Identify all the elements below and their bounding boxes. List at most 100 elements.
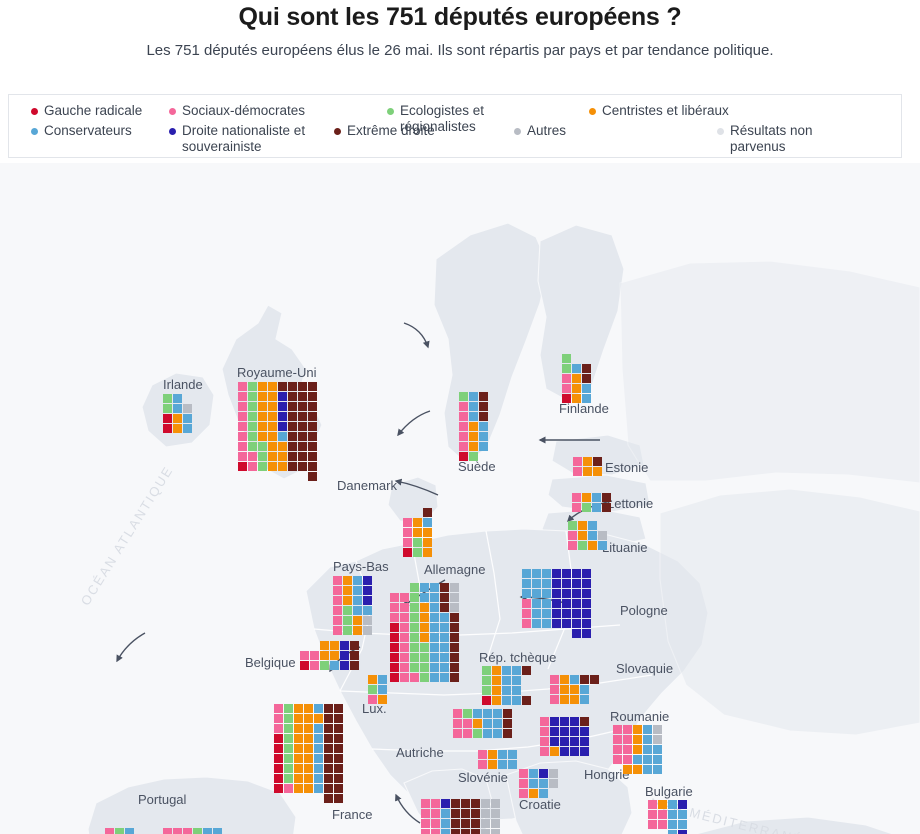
seat-sociaux-democrates xyxy=(550,695,559,704)
seat-droite-nationaliste xyxy=(582,609,591,618)
seat-sociaux-democrates xyxy=(522,599,531,608)
seat-sociaux-democrates xyxy=(623,745,632,754)
legend-item[interactable]: Ecologistes et régionalistes xyxy=(387,103,497,135)
seat-centristes xyxy=(278,452,287,461)
seat-sociaux-democrates xyxy=(390,613,399,622)
seat-conservateurs xyxy=(430,643,439,652)
seat-ecologistes xyxy=(463,709,472,718)
seat-conservateurs xyxy=(498,750,507,759)
header: Qui sont les 751 députés européens ? Les… xyxy=(0,0,920,62)
seat-sociaux-democrates xyxy=(183,828,192,834)
seat-sociaux-democrates xyxy=(459,432,468,441)
seat-extreme-droite xyxy=(298,442,307,451)
seat-conservateurs xyxy=(529,769,538,778)
seat-sociaux-democrates xyxy=(421,809,430,818)
seat-extreme-droite xyxy=(308,392,317,401)
country-label-estonie: Estonie xyxy=(605,460,649,475)
legend-item[interactable]: Conservateurs xyxy=(31,123,171,139)
seat-autres xyxy=(450,583,459,592)
legend-color-dot-icon xyxy=(717,128,724,135)
seat-droite-nationaliste xyxy=(539,769,548,778)
seat-ecologistes xyxy=(115,828,124,834)
seat-extreme-droite xyxy=(440,593,449,602)
seat-sociaux-democrates xyxy=(421,829,430,834)
seat-conservateurs xyxy=(582,384,591,393)
legend-item[interactable]: Droite nationaliste et souverainiste xyxy=(169,123,349,155)
seat-extreme-droite xyxy=(580,675,589,684)
seat-sociaux-democrates xyxy=(648,800,657,809)
seat-droite-nationaliste xyxy=(278,392,287,401)
country-label-lettonie: Lettonie xyxy=(607,496,654,511)
seat-ecologistes xyxy=(320,661,329,670)
seat-conservateurs xyxy=(314,774,323,783)
legend-item[interactable]: Gauche radicale xyxy=(31,103,181,119)
seat-extreme-droite xyxy=(324,764,333,773)
seat-empty xyxy=(310,641,319,650)
seat-autres xyxy=(549,779,558,788)
seat-centristes xyxy=(423,528,432,537)
seat-extreme-droite xyxy=(590,675,599,684)
seat-conservateurs xyxy=(572,364,581,373)
seat-conservateurs xyxy=(542,589,551,598)
seat-droite-nationaliste xyxy=(572,609,581,618)
seat-conservateurs xyxy=(512,676,521,685)
seat-conservateurs xyxy=(479,442,488,451)
seat-extreme-droite xyxy=(479,412,488,421)
seat-centristes xyxy=(413,518,422,527)
seat-extreme-droite xyxy=(334,744,343,753)
seat-conservateurs xyxy=(542,569,551,578)
seat-autres xyxy=(653,735,662,744)
seat-grid xyxy=(459,392,488,461)
seat-grid xyxy=(540,717,589,756)
seat-conservateurs xyxy=(592,493,601,502)
seat-extreme-droite xyxy=(308,462,317,471)
legend-item-label: Autres xyxy=(527,123,567,138)
seat-sociaux-democrates xyxy=(333,626,342,635)
seat-ecologistes xyxy=(258,442,267,451)
seat-conservateurs xyxy=(353,586,362,595)
seat-ecologistes xyxy=(284,754,293,763)
seat-autres xyxy=(481,809,490,818)
seat-droite-nationaliste xyxy=(562,569,571,578)
legend-item[interactable]: Autres xyxy=(514,123,604,139)
seat-extreme-droite xyxy=(288,382,297,391)
seat-sociaux-democrates xyxy=(519,769,528,778)
seat-sociaux-democrates xyxy=(238,382,247,391)
seat-gauche-radicale xyxy=(300,661,309,670)
seat-sociaux-democrates xyxy=(390,603,399,612)
seat-centristes xyxy=(582,493,591,502)
seat-sociaux-democrates xyxy=(453,719,462,728)
seat-conservateurs xyxy=(440,643,449,652)
seat-droite-nationaliste xyxy=(580,747,589,756)
seat-grid xyxy=(572,493,611,512)
seat-sociaux-democrates xyxy=(431,829,440,834)
seat-extreme-droite xyxy=(288,442,297,451)
seat-extreme-droite xyxy=(471,819,480,828)
legend-item[interactable]: Résultats non parvenus xyxy=(717,123,847,155)
seat-centristes xyxy=(330,651,339,660)
legend-item[interactable]: Centristes et libéraux xyxy=(589,103,769,119)
seat-empty xyxy=(648,830,657,834)
seat-droite-nationaliste xyxy=(572,589,581,598)
seat-droite-nationaliste xyxy=(560,747,569,756)
legend-item[interactable]: Sociaux-démocrates xyxy=(169,103,349,119)
seat-empty xyxy=(298,472,307,481)
seat-droite-nationaliste xyxy=(363,596,372,605)
seat-conservateurs xyxy=(542,619,551,628)
country-label-lituanie: Lituanie xyxy=(602,540,648,555)
seat-droite-nationaliste xyxy=(582,619,591,628)
seat-conservateurs xyxy=(532,579,541,588)
seat-extreme-droite xyxy=(298,382,307,391)
seat-conservateurs xyxy=(532,609,541,618)
seat-empty xyxy=(562,629,571,638)
seat-droite-nationaliste xyxy=(582,629,591,638)
seat-sociaux-democrates xyxy=(238,442,247,451)
country-label-bulgarie: Bulgarie xyxy=(645,784,693,799)
country-label-royaume-uni: Royaume-Uni xyxy=(237,365,317,380)
seat-sociaux-democrates xyxy=(238,412,247,421)
seat-grid xyxy=(482,666,531,705)
seat-gauche-radicale xyxy=(274,754,283,763)
legend-item[interactable]: Extrême droite xyxy=(334,123,464,139)
seat-centristes xyxy=(492,676,501,685)
seat-extreme-droite xyxy=(461,829,470,834)
